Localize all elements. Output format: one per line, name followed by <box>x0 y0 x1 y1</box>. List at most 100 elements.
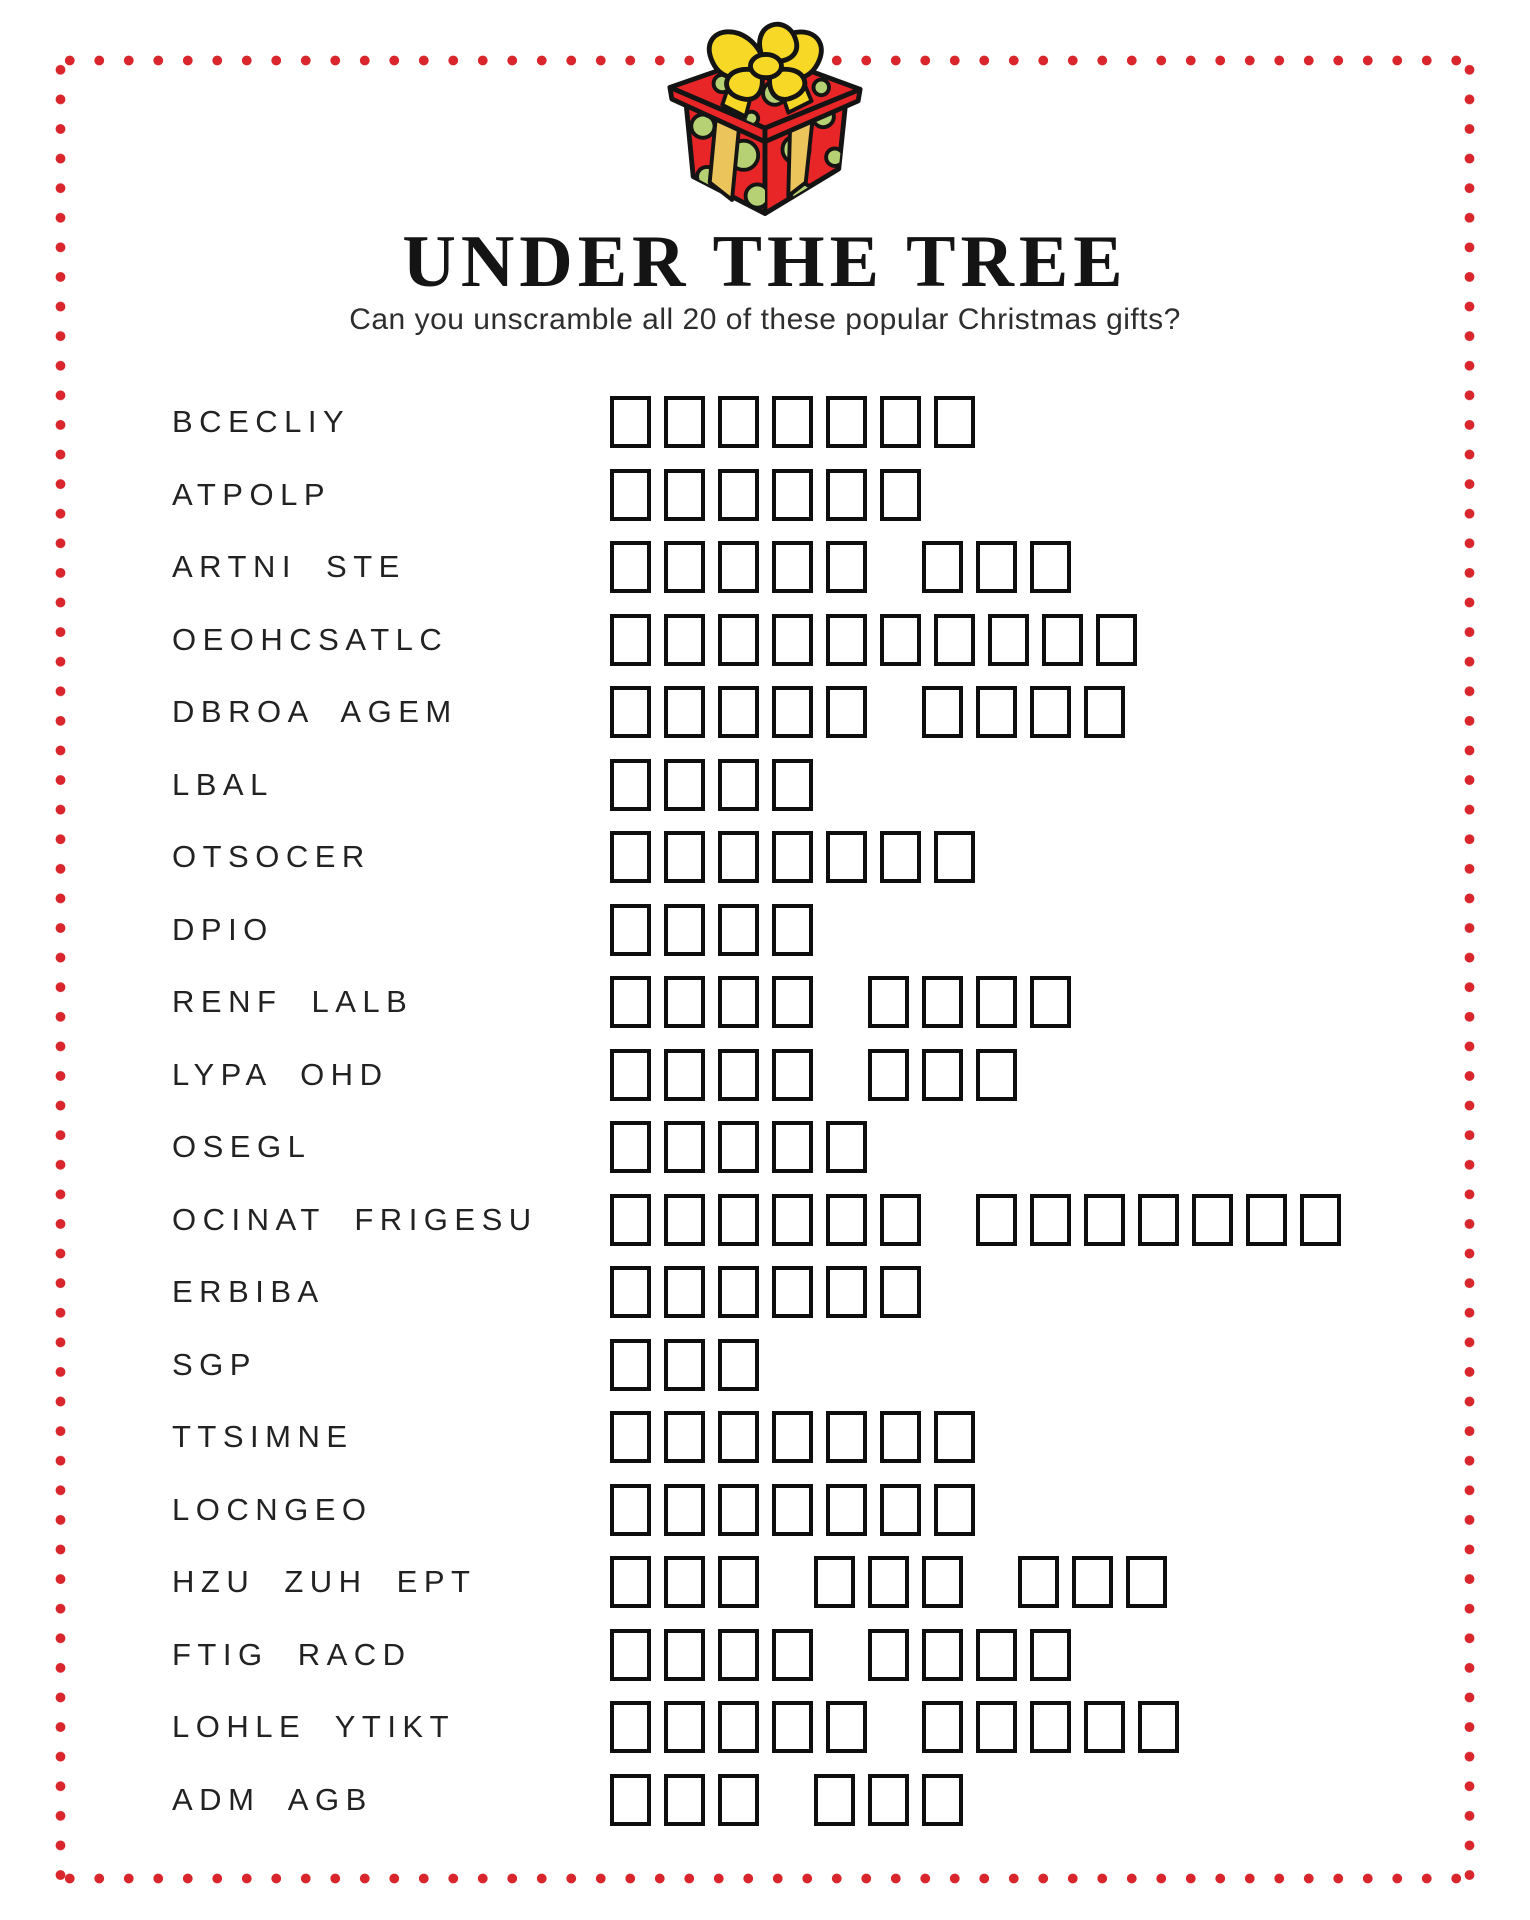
letter-box[interactable] <box>718 903 759 956</box>
letter-box[interactable] <box>826 1266 867 1319</box>
letter-box[interactable] <box>718 468 759 521</box>
letter-box[interactable] <box>610 1193 651 1246</box>
letter-box[interactable] <box>772 758 813 811</box>
letter-box[interactable] <box>664 1411 705 1464</box>
letter-box[interactable] <box>826 541 867 594</box>
letter-box[interactable] <box>934 396 975 449</box>
letter-box[interactable] <box>664 758 705 811</box>
letter-box[interactable] <box>664 1121 705 1174</box>
letter-box[interactable] <box>1042 613 1083 666</box>
letter-box[interactable] <box>718 1193 759 1246</box>
letter-box[interactable] <box>934 1483 975 1536</box>
letter-box[interactable] <box>826 468 867 521</box>
letter-box[interactable] <box>880 831 921 884</box>
letter-box[interactable] <box>1030 541 1071 594</box>
letter-box[interactable] <box>610 1628 651 1681</box>
letter-box[interactable] <box>826 1193 867 1246</box>
letter-box[interactable] <box>718 1483 759 1536</box>
letter-box[interactable] <box>1096 613 1137 666</box>
letter-box[interactable] <box>814 1773 855 1826</box>
letter-box[interactable] <box>610 1773 651 1826</box>
letter-box[interactable] <box>772 1266 813 1319</box>
letter-box[interactable] <box>1030 976 1071 1029</box>
letter-box[interactable] <box>772 1193 813 1246</box>
letter-box[interactable] <box>772 903 813 956</box>
letter-box[interactable] <box>718 613 759 666</box>
letter-box[interactable] <box>610 831 651 884</box>
letter-box[interactable] <box>1138 1701 1179 1754</box>
letter-box[interactable] <box>610 1266 651 1319</box>
letter-box[interactable] <box>922 1773 963 1826</box>
letter-box[interactable] <box>718 1411 759 1464</box>
letter-box[interactable] <box>1030 686 1071 739</box>
letter-box[interactable] <box>988 613 1029 666</box>
letter-box[interactable] <box>610 1701 651 1754</box>
letter-box[interactable] <box>1072 1556 1113 1609</box>
letter-box[interactable] <box>976 686 1017 739</box>
letter-box[interactable] <box>1246 1193 1287 1246</box>
letter-box[interactable] <box>610 1556 651 1609</box>
letter-box[interactable] <box>718 831 759 884</box>
letter-box[interactable] <box>880 1483 921 1536</box>
letter-box[interactable] <box>664 396 705 449</box>
letter-box[interactable] <box>664 613 705 666</box>
letter-box[interactable] <box>718 758 759 811</box>
letter-box[interactable] <box>772 396 813 449</box>
letter-box[interactable] <box>976 1193 1017 1246</box>
letter-box[interactable] <box>610 541 651 594</box>
letter-box[interactable] <box>664 831 705 884</box>
letter-box[interactable] <box>610 396 651 449</box>
letter-box[interactable] <box>868 1048 909 1101</box>
letter-box[interactable] <box>826 1121 867 1174</box>
letter-box[interactable] <box>1030 1628 1071 1681</box>
letter-box[interactable] <box>718 541 759 594</box>
letter-box[interactable] <box>868 1556 909 1609</box>
letter-box[interactable] <box>880 1193 921 1246</box>
letter-box[interactable] <box>1138 1193 1179 1246</box>
letter-box[interactable] <box>718 686 759 739</box>
letter-box[interactable] <box>1126 1556 1167 1609</box>
letter-box[interactable] <box>826 1701 867 1754</box>
letter-box[interactable] <box>826 686 867 739</box>
letter-box[interactable] <box>826 396 867 449</box>
letter-box[interactable] <box>922 1556 963 1609</box>
letter-box[interactable] <box>1300 1193 1341 1246</box>
letter-box[interactable] <box>922 976 963 1029</box>
letter-box[interactable] <box>772 976 813 1029</box>
letter-box[interactable] <box>664 541 705 594</box>
letter-box[interactable] <box>922 686 963 739</box>
letter-box[interactable] <box>610 1483 651 1536</box>
letter-box[interactable] <box>610 1121 651 1174</box>
letter-box[interactable] <box>1030 1701 1071 1754</box>
letter-box[interactable] <box>934 1411 975 1464</box>
letter-box[interactable] <box>1030 1193 1071 1246</box>
letter-box[interactable] <box>718 1556 759 1609</box>
letter-box[interactable] <box>880 396 921 449</box>
letter-box[interactable] <box>1018 1556 1059 1609</box>
letter-box[interactable] <box>718 1773 759 1826</box>
letter-box[interactable] <box>880 468 921 521</box>
letter-box[interactable] <box>664 468 705 521</box>
letter-box[interactable] <box>826 831 867 884</box>
letter-box[interactable] <box>610 1411 651 1464</box>
letter-box[interactable] <box>976 1701 1017 1754</box>
letter-box[interactable] <box>610 468 651 521</box>
letter-box[interactable] <box>772 1701 813 1754</box>
letter-box[interactable] <box>718 976 759 1029</box>
letter-box[interactable] <box>772 831 813 884</box>
letter-box[interactable] <box>664 1628 705 1681</box>
letter-box[interactable] <box>610 1048 651 1101</box>
letter-box[interactable] <box>772 468 813 521</box>
letter-box[interactable] <box>718 1048 759 1101</box>
letter-box[interactable] <box>1084 1193 1125 1246</box>
letter-box[interactable] <box>718 1701 759 1754</box>
letter-box[interactable] <box>772 1048 813 1101</box>
letter-box[interactable] <box>1192 1193 1233 1246</box>
letter-box[interactable] <box>976 1628 1017 1681</box>
letter-box[interactable] <box>1084 1701 1125 1754</box>
letter-box[interactable] <box>826 613 867 666</box>
letter-box[interactable] <box>934 831 975 884</box>
letter-box[interactable] <box>772 1121 813 1174</box>
letter-box[interactable] <box>718 1628 759 1681</box>
letter-box[interactable] <box>922 541 963 594</box>
